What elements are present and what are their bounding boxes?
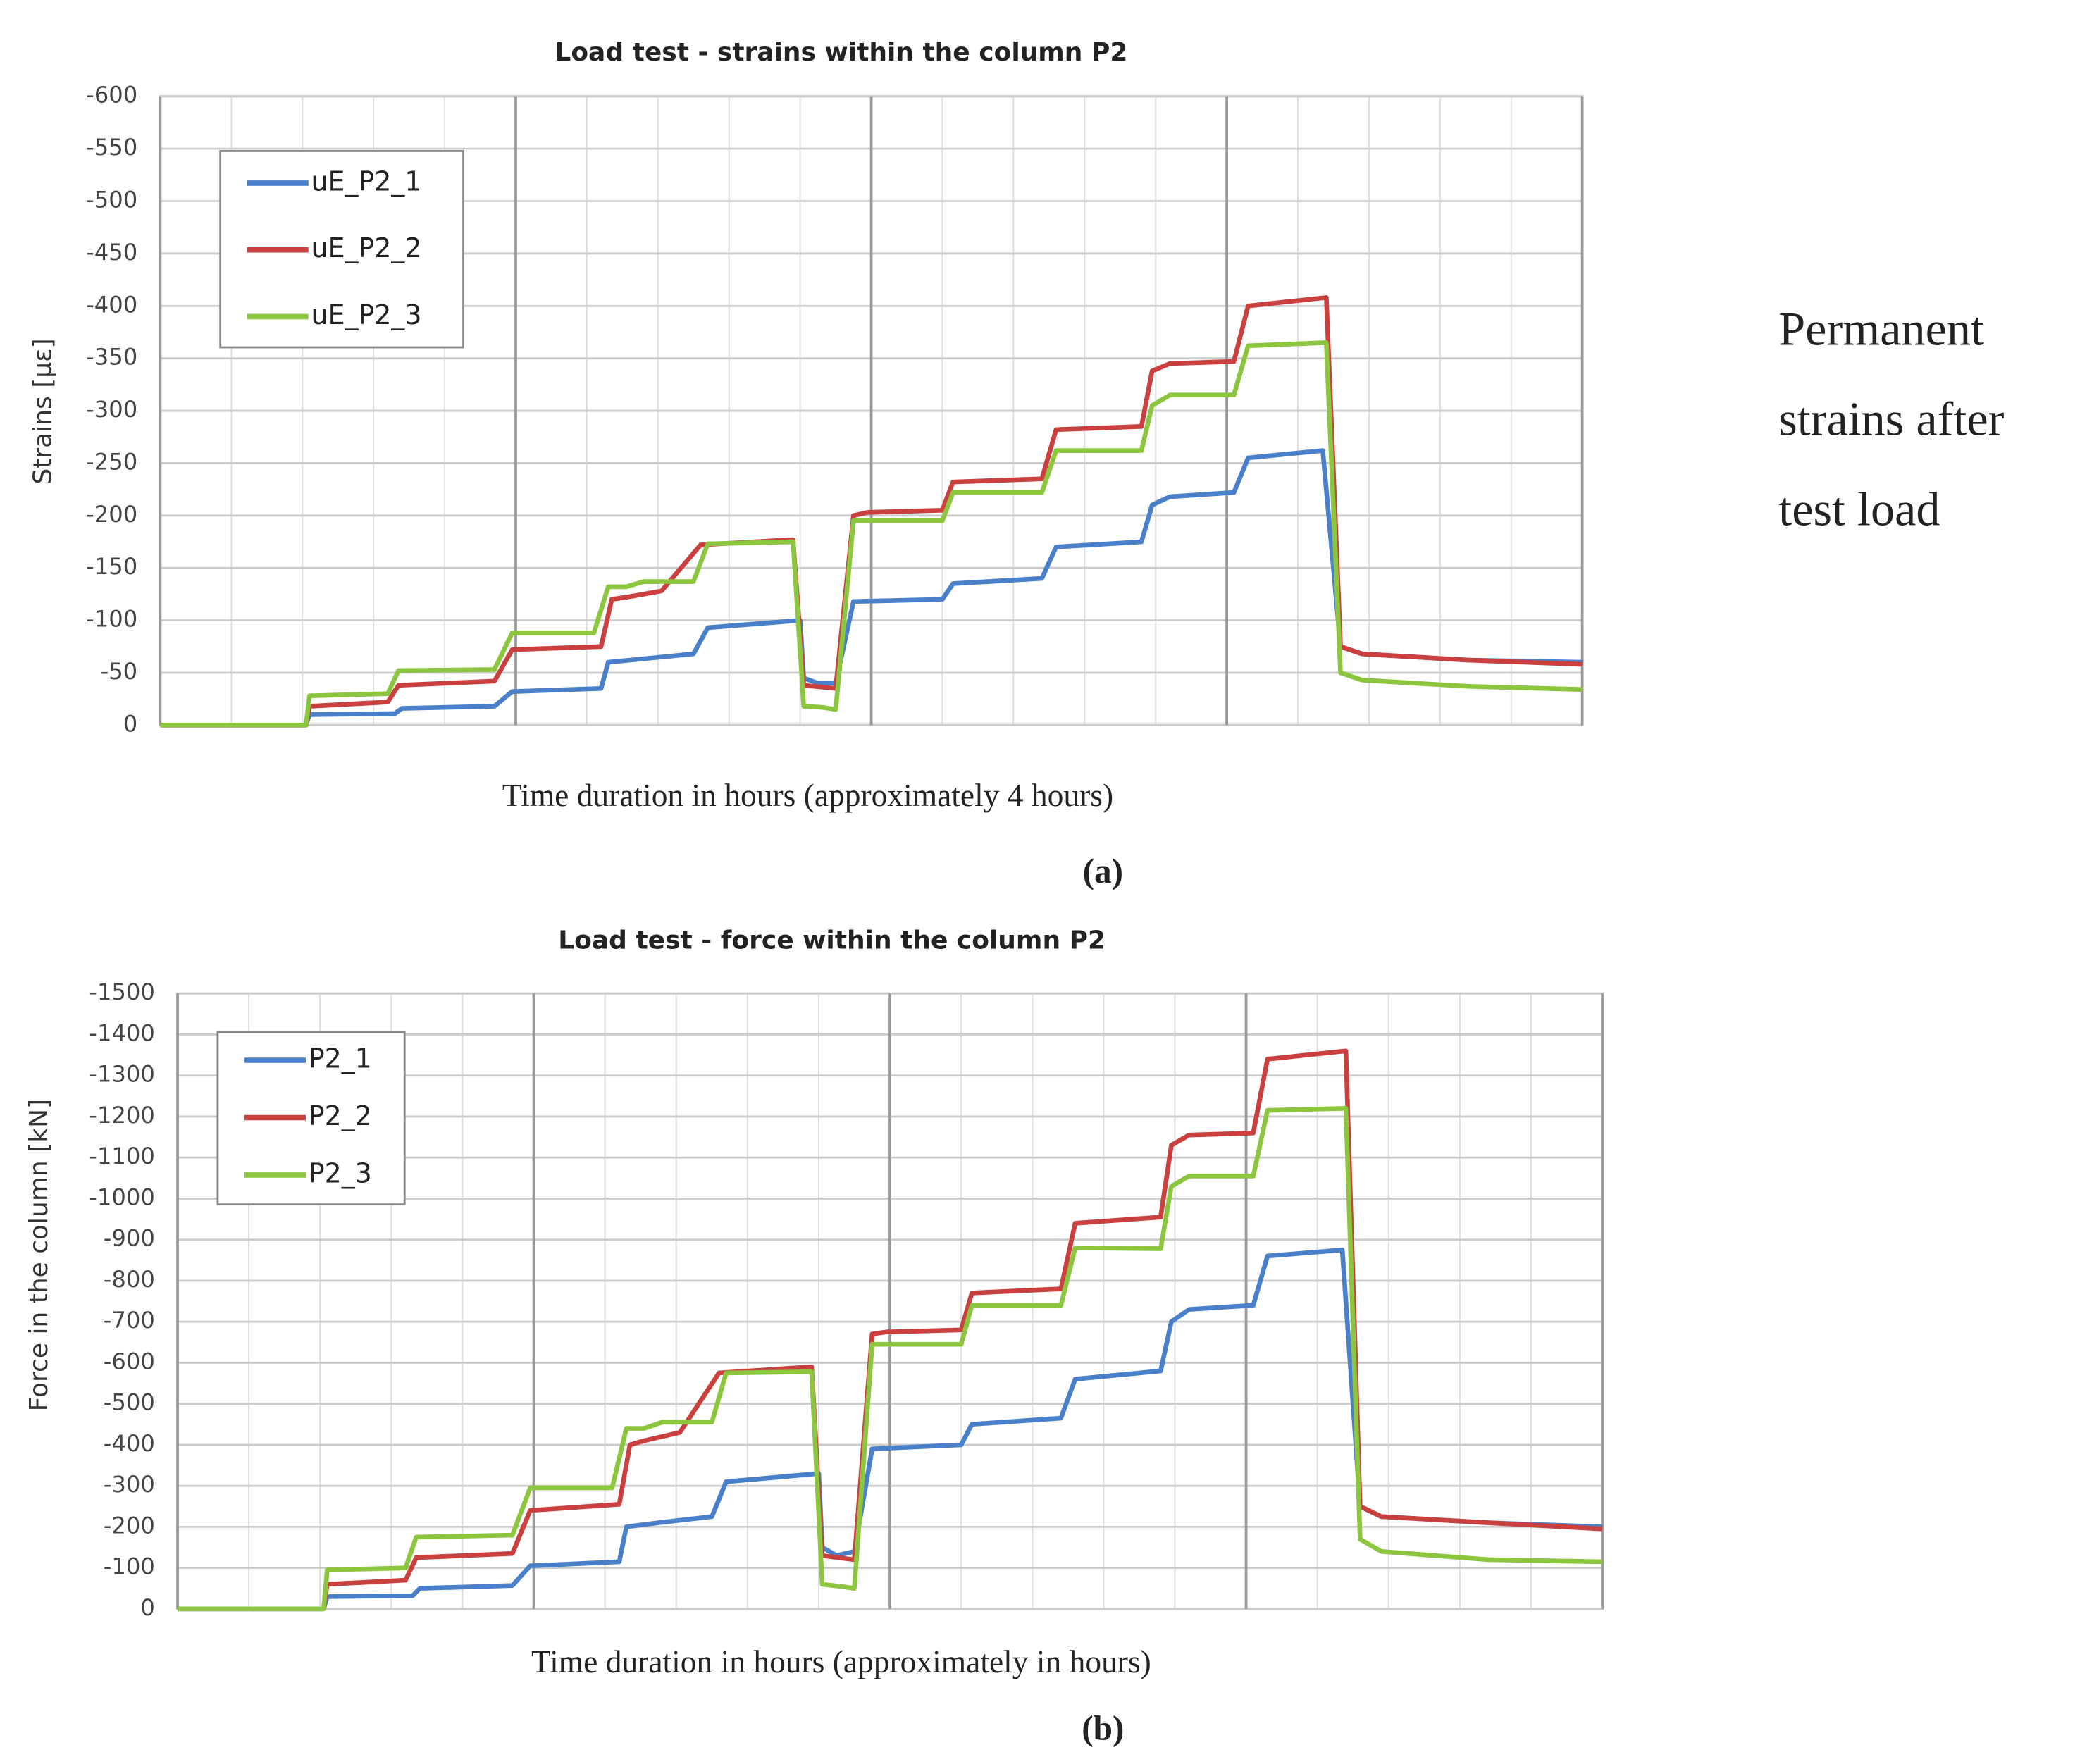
y-tick-label: -900 xyxy=(104,1225,155,1252)
y-tick-label: -400 xyxy=(86,291,137,318)
annotation: strains after xyxy=(1778,392,2004,446)
x-axis-label: Time duration in hours (approximately in… xyxy=(531,1644,1151,1679)
y-axis-label: Strains [µε] xyxy=(29,338,58,484)
y-tick-label: -350 xyxy=(86,344,137,371)
y-tick-label: -400 xyxy=(104,1430,155,1457)
y-tick-label: -500 xyxy=(104,1389,155,1416)
caption: (a) xyxy=(1083,852,1123,890)
caption: (b) xyxy=(1082,1709,1124,1748)
y-tick-label: -700 xyxy=(104,1307,155,1334)
chart-title: Load test - strains within the column P2 xyxy=(555,38,1127,67)
y-tick-label: -500 xyxy=(86,187,137,213)
y-tick-label: -300 xyxy=(104,1471,155,1498)
y-tick-label: -450 xyxy=(86,239,137,266)
legend-label: uE_P2_3 xyxy=(311,299,422,330)
y-tick-label: -1400 xyxy=(89,1019,155,1046)
y-tick-label: -1100 xyxy=(89,1143,155,1169)
y-tick-label: -800 xyxy=(104,1266,155,1293)
y-tick-label: -600 xyxy=(104,1348,155,1374)
legend-label: P2_2 xyxy=(309,1100,372,1131)
legend-label: P2_3 xyxy=(309,1157,372,1188)
data-line xyxy=(178,1048,1603,1612)
y-tick-label: -100 xyxy=(104,1553,155,1580)
y-tick-label: -200 xyxy=(104,1512,155,1539)
y-tick-label: -100 xyxy=(86,606,137,633)
legend-label: uE_P2_1 xyxy=(311,166,422,197)
annotation: Permanent xyxy=(1778,302,1984,356)
y-tick-label: -300 xyxy=(86,396,137,423)
y-tick-label: -1500 xyxy=(89,979,155,1005)
y-tick-label: -1000 xyxy=(89,1184,155,1210)
y-tick-label: -1300 xyxy=(89,1061,155,1088)
data-line xyxy=(160,340,1583,728)
y-tick-label: -250 xyxy=(86,448,137,475)
y-tick-label: 0 xyxy=(123,710,138,737)
x-axis-label: Time duration in hours (approximately 4 … xyxy=(502,777,1113,813)
data-line xyxy=(178,1105,1603,1612)
y-axis-label: Force in the column [kN] xyxy=(25,1099,54,1411)
y-tick-label: -550 xyxy=(86,134,137,161)
legend-label: uE_P2_2 xyxy=(311,232,422,263)
y-tick-label: -50 xyxy=(101,658,138,685)
chart-title: Load test - force within the column P2 xyxy=(558,926,1106,955)
annotation: test load xyxy=(1778,483,1940,536)
data-line xyxy=(160,295,1583,728)
legend-label: P2_1 xyxy=(309,1043,372,1074)
y-tick-label: 0 xyxy=(140,1594,155,1621)
y-tick-label: -600 xyxy=(86,82,137,108)
y-tick-label: -200 xyxy=(86,501,137,528)
y-tick-label: -1200 xyxy=(89,1102,155,1129)
y-tick-label: -150 xyxy=(86,553,137,580)
